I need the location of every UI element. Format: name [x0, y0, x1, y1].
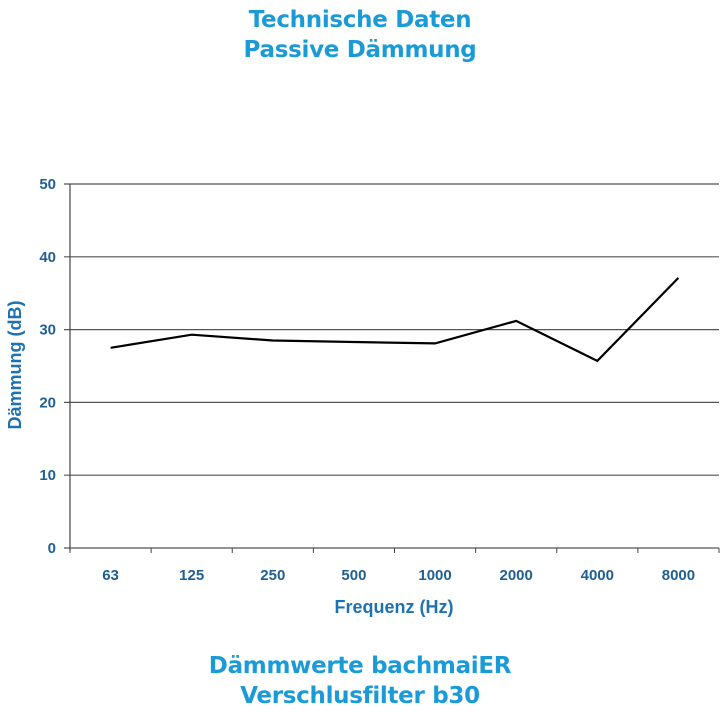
x-tick-label: 500	[341, 567, 366, 584]
y-tick-label: 30	[39, 322, 56, 339]
chart-caption: Dämmwerte bachmaiER Verschlusfilter b30	[0, 651, 720, 711]
x-tick-label: 4000	[581, 567, 614, 584]
chart-caption-line2: Verschlusfilter b30	[240, 683, 480, 709]
data-series-line	[110, 277, 680, 363]
y-axis: 0 10 20 30 40 50	[39, 176, 71, 557]
chart-title-line1: Technische Daten	[248, 7, 472, 33]
y-tick-label: 40	[39, 249, 56, 266]
gridlines	[64, 183, 719, 549]
y-axis-title: Dämmung (dB)	[5, 301, 25, 430]
x-tick-label: 250	[260, 567, 285, 584]
chart-title: Technische Daten Passive Dämmung	[0, 5, 720, 65]
y-tick-label: 50	[39, 176, 56, 193]
x-axis: 63 125 250 500 1000 2000 4000 8000	[69, 548, 720, 584]
y-tick-label: 10	[39, 467, 56, 484]
x-tick-label: 63	[102, 567, 119, 584]
y-tick-label: 20	[39, 394, 56, 411]
x-tick-label: 2000	[500, 567, 533, 584]
x-axis-title: Frequenz (Hz)	[335, 597, 454, 617]
x-tick-label: 8000	[662, 567, 695, 584]
chart-title-line2: Passive Dämmung	[243, 37, 477, 63]
y-tick-label: 0	[48, 540, 56, 557]
x-tick-label: 125	[179, 567, 204, 584]
x-tick-label: 1000	[418, 567, 451, 584]
chart-caption-line1: Dämmwerte bachmaiER	[208, 653, 512, 679]
